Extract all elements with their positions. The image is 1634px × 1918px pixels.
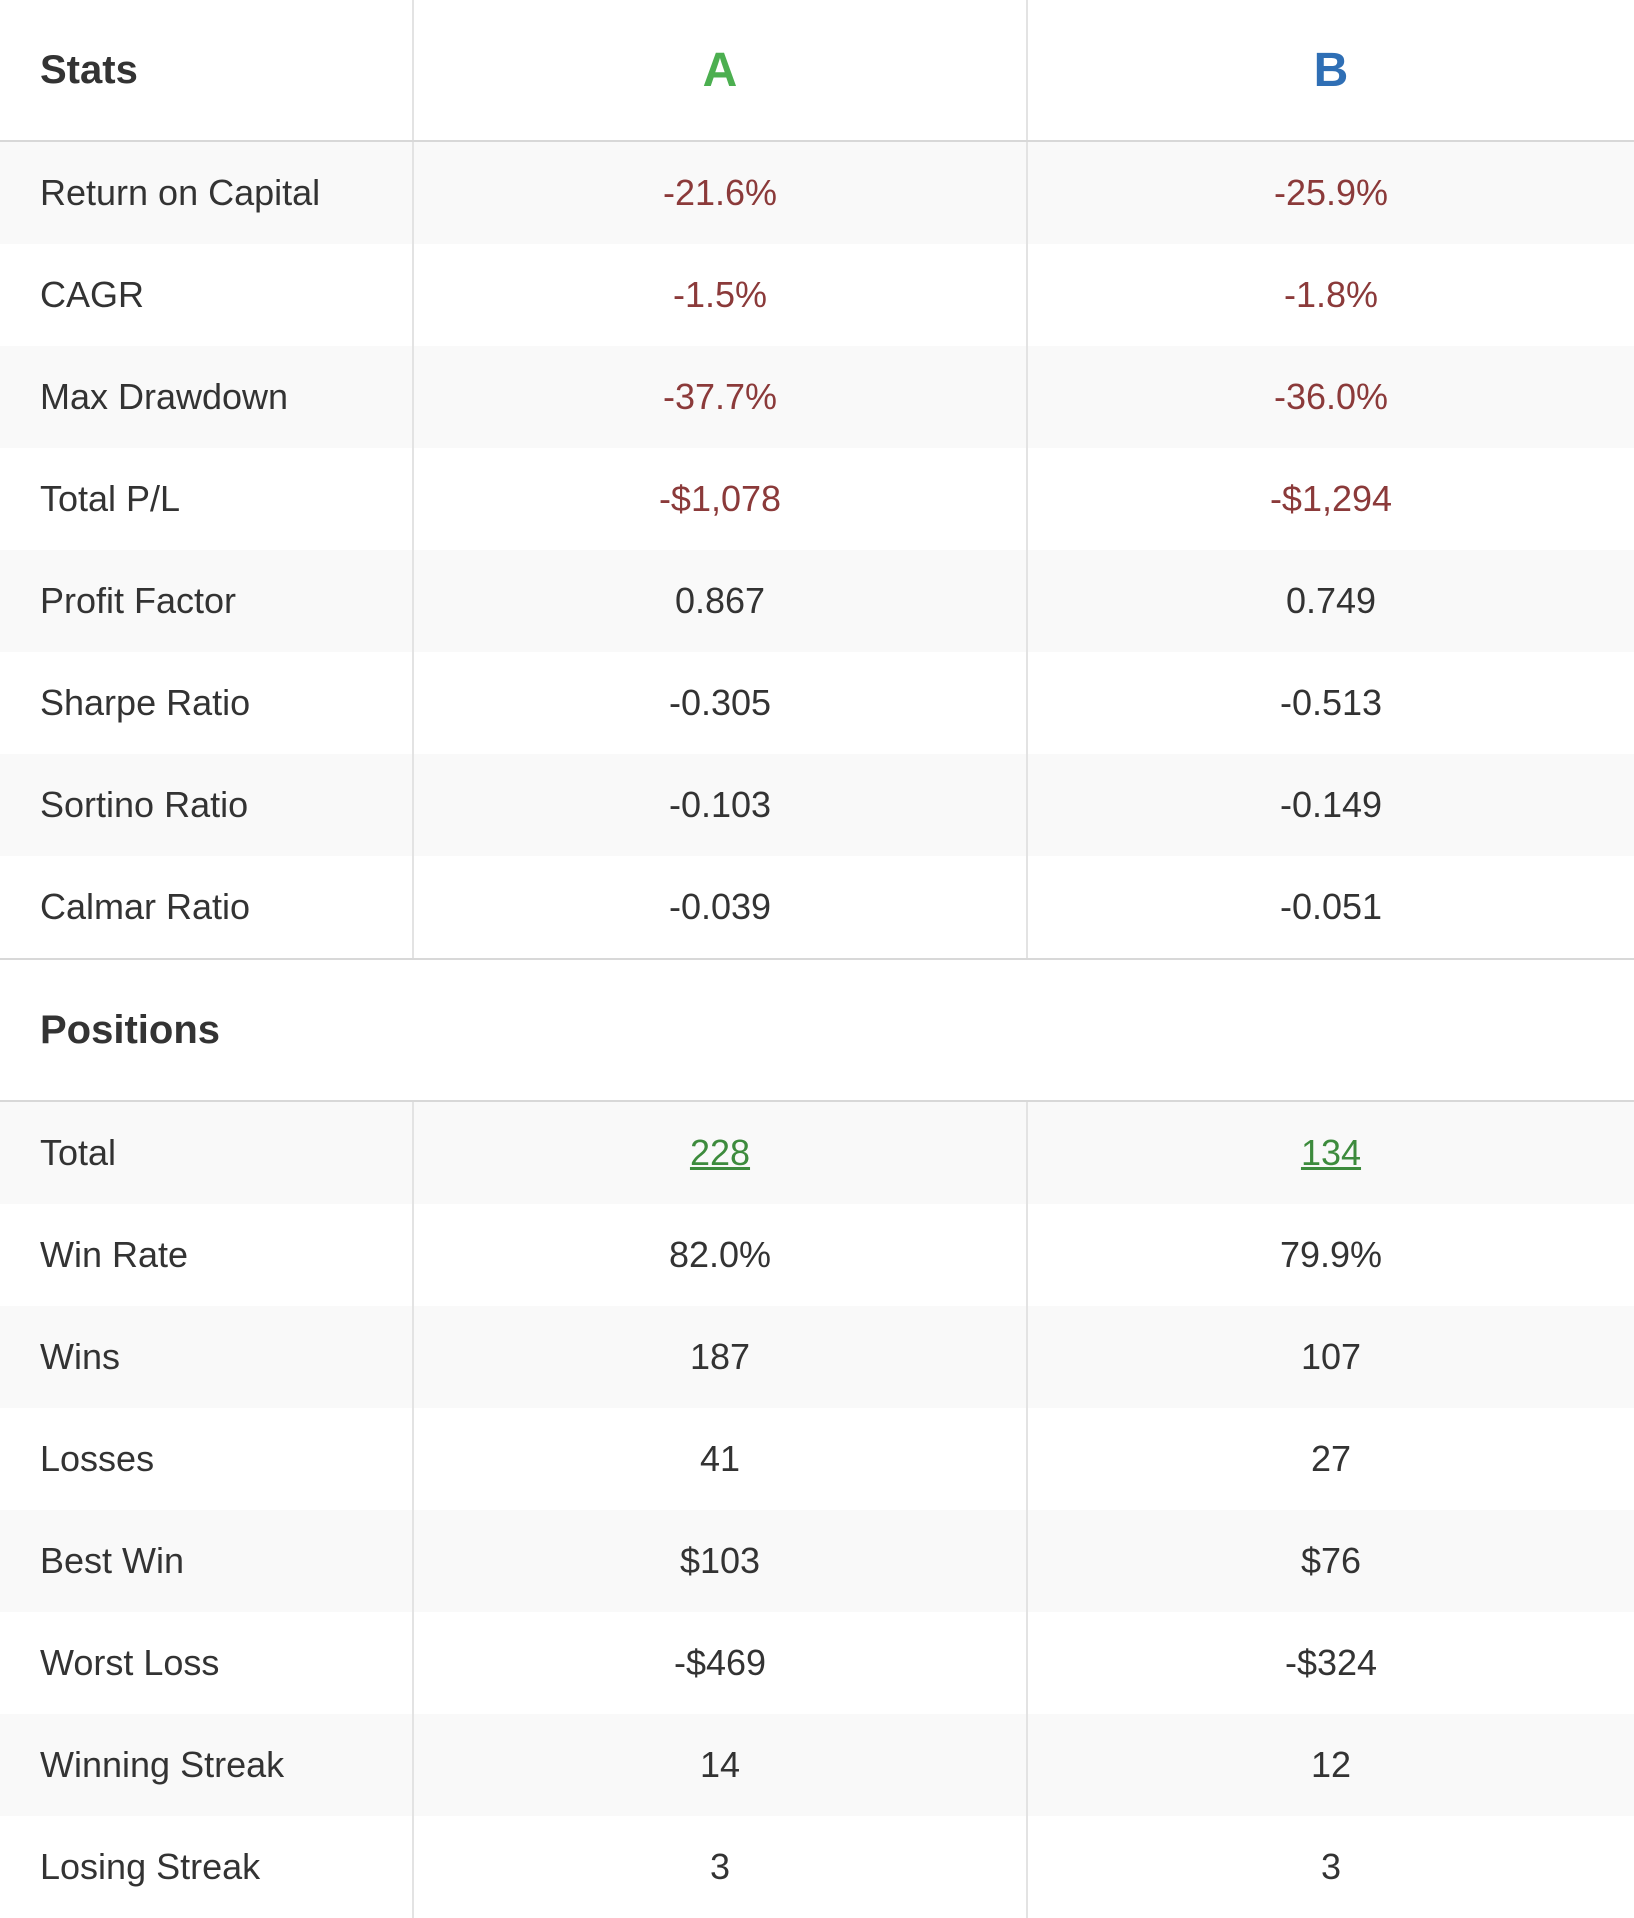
row-label: Sortino Ratio: [0, 754, 414, 856]
table-row: Calmar Ratio -0.039 -0.051: [0, 856, 1634, 958]
table-row: Sharpe Ratio -0.305 -0.513: [0, 652, 1634, 754]
value-a: -1.5%: [414, 244, 1028, 346]
value-b: -36.0%: [1273, 376, 1389, 417]
total-a-cell: 228: [414, 1102, 1028, 1204]
value-a: -0.039: [414, 856, 1028, 958]
value-a: -0.103: [414, 754, 1028, 856]
value-b: 0.749: [1285, 580, 1377, 621]
table-row: Wins 187 107: [0, 1306, 1634, 1408]
value-a: -0.305: [414, 652, 1028, 754]
value-b: 12: [1310, 1744, 1352, 1785]
stats-title: Stats: [0, 0, 414, 140]
value-a: -$1,078: [414, 448, 1028, 550]
table-row: Worst Loss -$469 -$324: [0, 1612, 1634, 1714]
value-a: 41: [414, 1408, 1028, 1510]
value-b: 3: [1320, 1846, 1342, 1887]
table-row: Losing Streak 3 3: [0, 1816, 1634, 1918]
table-row: Profit Factor 0.867 0.749: [0, 550, 1634, 652]
row-label: CAGR: [0, 244, 414, 346]
row-label: Calmar Ratio: [0, 856, 414, 958]
total-a-link[interactable]: 228: [689, 1132, 751, 1173]
value-b: -0.149: [1279, 784, 1383, 825]
value-a: -21.6%: [414, 142, 1028, 244]
row-label: Profit Factor: [0, 550, 414, 652]
row-label: Sharpe Ratio: [0, 652, 414, 754]
value-a: -37.7%: [414, 346, 1028, 448]
value-a: $103: [414, 1510, 1028, 1612]
value-a: 187: [414, 1306, 1028, 1408]
row-label: Win Rate: [0, 1204, 414, 1306]
table-row: Best Win $103 $76: [0, 1510, 1634, 1612]
table-row: Sortino Ratio -0.103 -0.149: [0, 754, 1634, 856]
table-row: Win Rate 82.0% 79.9%: [0, 1204, 1634, 1306]
value-a: 14: [414, 1714, 1028, 1816]
row-label: Worst Loss: [0, 1612, 414, 1714]
row-label: Max Drawdown: [0, 346, 414, 448]
value-a: 3: [414, 1816, 1028, 1918]
row-label: Total P/L: [0, 448, 414, 550]
value-b: $76: [1300, 1540, 1362, 1581]
table-row: Winning Streak 14 12: [0, 1714, 1634, 1816]
column-header-a: A: [414, 0, 1028, 140]
row-label: Wins: [0, 1306, 414, 1408]
value-a: -$469: [414, 1612, 1028, 1714]
row-label: Losses: [0, 1408, 414, 1510]
value-b: -25.9%: [1273, 172, 1389, 213]
value-a: 82.0%: [414, 1204, 1028, 1306]
table-row: CAGR -1.5% -1.8%: [0, 244, 1634, 346]
table-row: Total 228 134: [0, 1102, 1634, 1204]
row-label: Total: [0, 1102, 414, 1204]
table-row: Total P/L -$1,078 -$1,294: [0, 448, 1634, 550]
positions-section-title: Positions: [0, 958, 1634, 1102]
value-b: -1.8%: [1283, 274, 1379, 315]
table-row: Losses 41 27: [0, 1408, 1634, 1510]
value-b: -0.513: [1279, 682, 1383, 723]
row-label: Best Win: [0, 1510, 414, 1612]
value-b: -$1,294: [1269, 478, 1393, 519]
value-a: 0.867: [414, 550, 1028, 652]
value-b: 79.9%: [1279, 1234, 1383, 1275]
value-b: -$324: [1284, 1642, 1378, 1683]
row-label: Losing Streak: [0, 1816, 414, 1918]
value-b: 107: [1300, 1336, 1362, 1377]
total-b-link[interactable]: 134: [1300, 1132, 1362, 1173]
value-b: 27: [1310, 1438, 1352, 1479]
total-b-cell: 134: [1028, 1102, 1634, 1204]
column-header-b: B: [1313, 43, 1349, 97]
row-label: Winning Streak: [0, 1714, 414, 1816]
value-b: -0.051: [1279, 886, 1383, 927]
table-row: Max Drawdown -37.7% -36.0%: [0, 346, 1634, 448]
table-row: Return on Capital -21.6% -25.9%: [0, 142, 1634, 244]
table-header-row: Stats A B: [0, 0, 1634, 142]
row-label: Return on Capital: [0, 142, 414, 244]
